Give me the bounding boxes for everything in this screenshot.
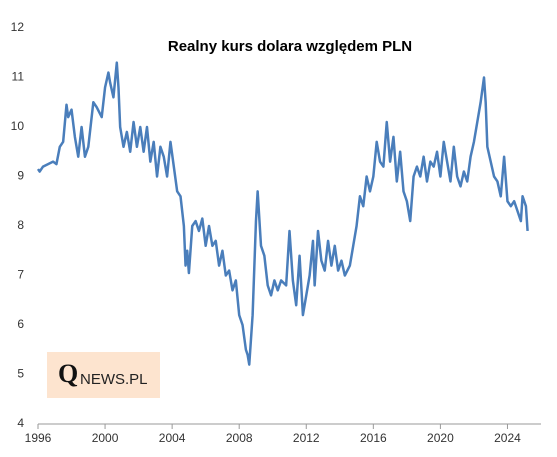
y-tick-label: 12	[11, 20, 25, 34]
y-tick-label: 8	[17, 218, 24, 232]
x-tick-label: 2000	[92, 431, 119, 445]
x-tick-label: 1996	[25, 431, 52, 445]
chart-title: Realny kurs dolara względem PLN	[168, 38, 412, 55]
y-tick-label: 5	[17, 367, 24, 381]
watermark-initial: Q	[58, 359, 78, 388]
y-tick-label: 6	[17, 317, 24, 331]
y-tick-label: 10	[11, 119, 25, 133]
watermark-box	[47, 352, 160, 398]
x-tick-label: 2024	[494, 431, 521, 445]
x-tick-label: 2004	[159, 431, 186, 445]
y-tick-label: 11	[12, 70, 25, 84]
x-tick-label: 2012	[293, 431, 320, 445]
x-tick-label: 2016	[360, 431, 387, 445]
x-tick-label: 2008	[226, 431, 253, 445]
line-series	[36, 61, 529, 366]
x-tick-label: 2020	[427, 431, 454, 445]
watermark-rest: NEWS.PL	[80, 371, 148, 388]
y-tick-label: 4	[17, 416, 24, 430]
y-tick-label: 9	[17, 169, 24, 183]
y-tick-label: 7	[17, 268, 24, 282]
